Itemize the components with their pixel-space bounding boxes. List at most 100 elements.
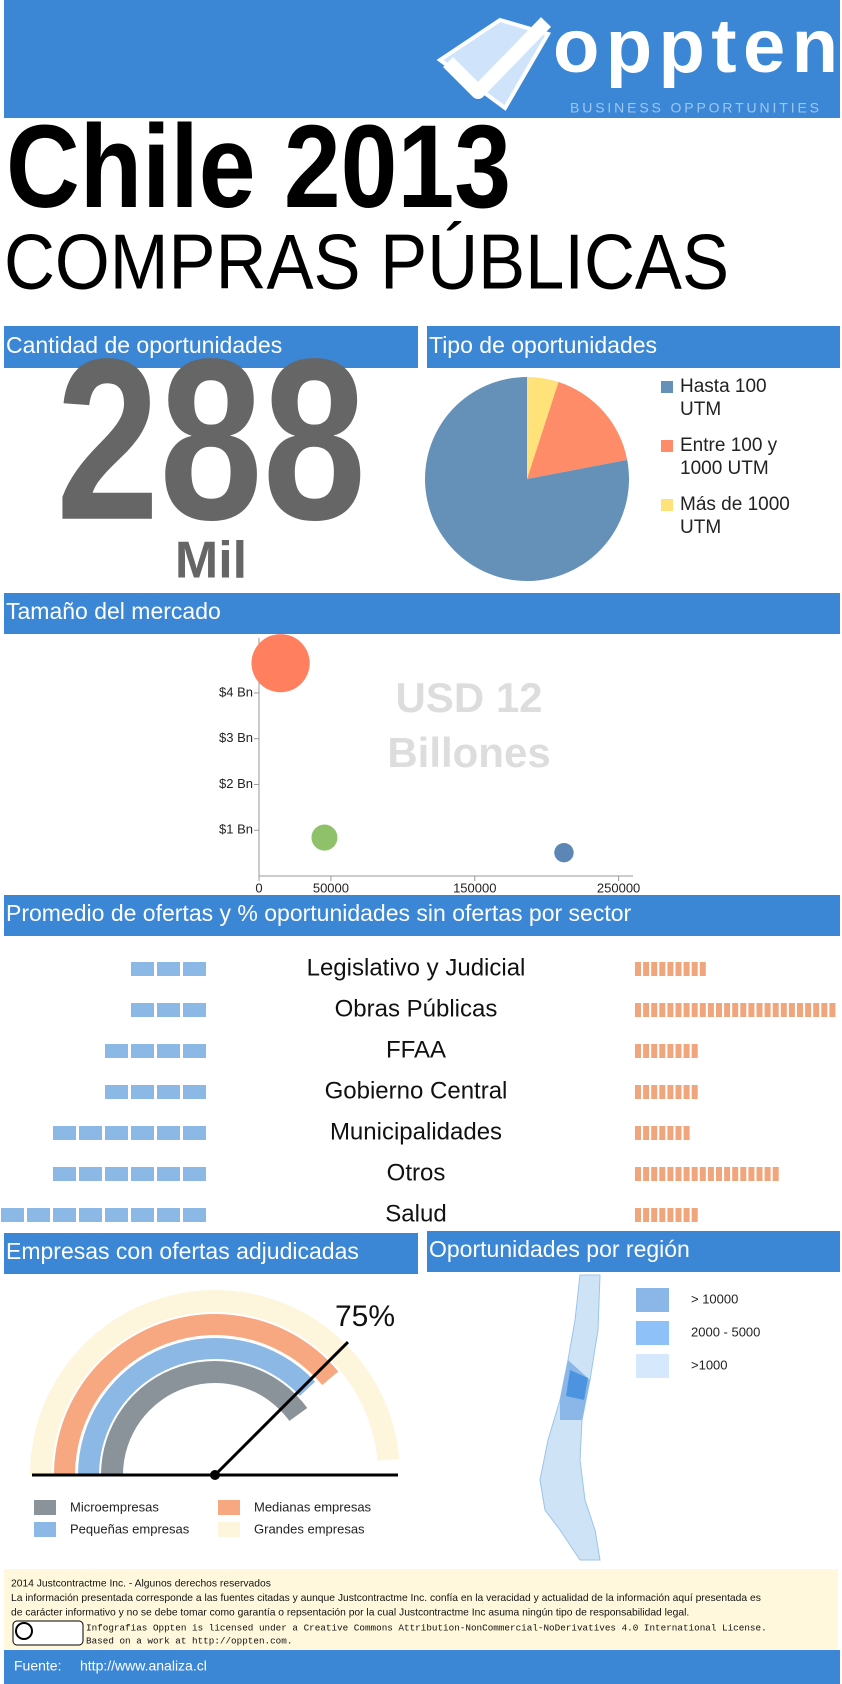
icon [716, 1003, 722, 1017]
logo-check [443, 17, 552, 99]
icon [105, 1044, 128, 1058]
bubble [554, 842, 574, 863]
gauge-arc [101, 1361, 308, 1475]
icon [643, 1167, 650, 1181]
legend-swatch [34, 1500, 56, 1515]
icon [131, 1208, 154, 1222]
icon [772, 1003, 779, 1017]
x-tick-label: 0 [255, 880, 262, 895]
icon [651, 1208, 658, 1222]
icon-bar-left [131, 962, 206, 976]
legend-swatch [636, 1321, 669, 1345]
icon-bar-right [635, 1003, 836, 1017]
icon [667, 1003, 674, 1017]
x-tick-label: 250000 [597, 880, 640, 895]
legend-swatch [661, 440, 673, 452]
annotation: USD 12 [395, 674, 542, 721]
annotation: Billones [387, 729, 550, 776]
icon [157, 1126, 180, 1140]
icon [683, 1167, 690, 1181]
icon [53, 1208, 76, 1222]
icon [797, 1003, 803, 1017]
icon [683, 1003, 690, 1017]
icon [131, 1003, 154, 1017]
footer-text: 2014 Justcontractme Inc. - Algunos derec… [11, 1579, 271, 1590]
license-text: Infografias Oppten is licensed under a C… [86, 1622, 767, 1633]
section-heading: Cantidad de oportunidades [6, 332, 282, 358]
header-bar [4, 0, 840, 118]
icon [675, 1085, 682, 1099]
icon [79, 1167, 102, 1181]
icon [183, 1167, 206, 1181]
icon [183, 1085, 206, 1099]
icon [131, 1126, 154, 1140]
icon [683, 1126, 690, 1140]
icon [675, 1208, 682, 1222]
section-heading: Oportunidades por región [429, 1236, 690, 1262]
icon [667, 962, 674, 976]
icon [699, 962, 706, 976]
footer-box [4, 1569, 838, 1650]
section-bar [4, 895, 840, 936]
icon [707, 1003, 714, 1017]
legend-label: 2000 - 5000 [691, 1324, 760, 1339]
icon [651, 1085, 658, 1099]
icon [707, 1167, 714, 1181]
icon [740, 1167, 747, 1181]
title: Chile 2013 [6, 101, 511, 233]
legend-label: > 10000 [691, 1291, 738, 1306]
icon-bar-right [635, 1208, 698, 1222]
section-bar [427, 326, 840, 368]
section-heading: Tamaño del mercado [6, 598, 221, 624]
section-bar [4, 326, 418, 368]
icon [53, 1167, 76, 1181]
icon [683, 962, 690, 976]
icon [667, 1126, 674, 1140]
icon [748, 1167, 755, 1181]
icon [643, 1126, 650, 1140]
category-label: Otros [387, 1159, 446, 1186]
icon [675, 962, 682, 976]
icon [756, 1003, 763, 1017]
icon [724, 1003, 731, 1017]
brand: oppten [553, 4, 838, 89]
icon [651, 1003, 658, 1017]
y-tick-label: $1 Bn [219, 822, 253, 837]
icon-bar-left [105, 1044, 206, 1058]
icon [651, 962, 658, 976]
big-number: 288 [56, 311, 366, 568]
footer-text: La información presentada corresponde a … [11, 1593, 761, 1604]
icon [667, 1167, 674, 1181]
icon-bar-right [635, 1044, 698, 1058]
icon [131, 962, 154, 976]
x-tick-label: 150000 [453, 880, 496, 895]
icon [643, 962, 650, 976]
icon [732, 1167, 739, 1181]
legend-label: Pequeñas empresas [70, 1521, 190, 1536]
category-label: Gobierno Central [325, 1077, 508, 1104]
pie-slice [527, 381, 628, 479]
icon [691, 1003, 698, 1017]
icon [667, 1208, 674, 1222]
license-text: Based on a work at http://oppten.com. [86, 1635, 292, 1646]
icon [105, 1085, 128, 1099]
icon [659, 1044, 666, 1058]
icon [157, 962, 180, 976]
gauge-needle [213, 1341, 349, 1477]
pie-slice [424, 377, 629, 581]
icon [691, 1167, 698, 1181]
section-bar [4, 1233, 418, 1274]
icon [635, 1126, 641, 1140]
icon [131, 1044, 154, 1058]
icon [659, 1003, 666, 1017]
icon [683, 1085, 690, 1099]
legend-swatch [218, 1522, 240, 1537]
gauge-arc [54, 1314, 339, 1475]
icon [780, 1003, 787, 1017]
section-bar [4, 593, 840, 634]
cc-icon [15, 1622, 33, 1640]
section-heading: Promedio de ofertas y % oportunidades si… [6, 900, 632, 926]
legend-label: Microempresas [70, 1499, 159, 1514]
section-heading: Empresas con ofertas adjudicadas [6, 1238, 359, 1264]
icon [756, 1167, 763, 1181]
